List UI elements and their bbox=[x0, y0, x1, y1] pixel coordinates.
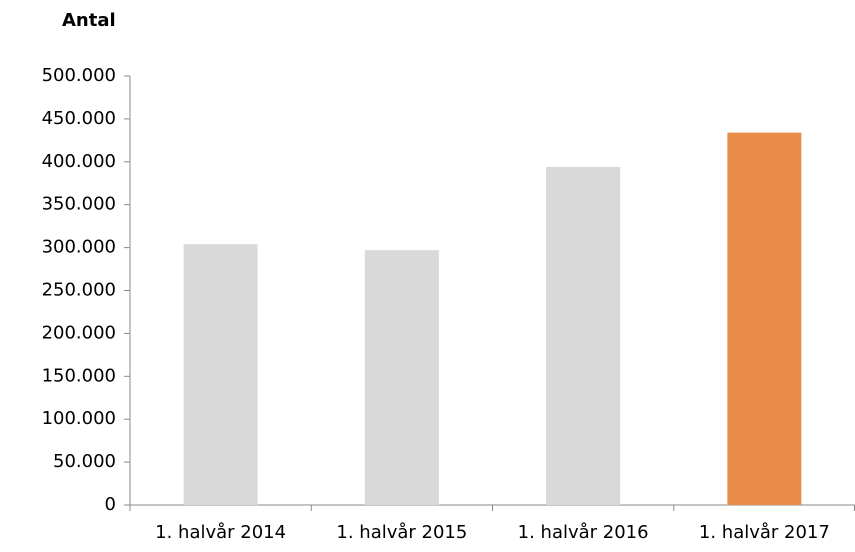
y-tick-label: 500.000 bbox=[42, 65, 116, 86]
y-tick-label: 350.000 bbox=[42, 194, 116, 215]
x-tick-label: 1. halvår 2014 bbox=[155, 522, 286, 543]
y-tick-label: 450.000 bbox=[42, 108, 116, 129]
x-tick-label: 1. halvår 2016 bbox=[518, 522, 649, 543]
y-tick-label: 300.000 bbox=[42, 237, 116, 258]
y-tick-label: 50.000 bbox=[53, 451, 116, 472]
x-tick-label: 1. halvår 2015 bbox=[336, 522, 467, 543]
y-tick-label: 0 bbox=[105, 494, 116, 515]
y-tick-label: 100.000 bbox=[42, 408, 116, 429]
bar bbox=[183, 244, 258, 505]
y-tick-label: 200.000 bbox=[42, 322, 116, 343]
bar bbox=[364, 250, 439, 505]
chart-title: Antal bbox=[62, 10, 116, 31]
x-tick-label: 1. halvår 2017 bbox=[699, 522, 830, 543]
y-tick-label: 150.000 bbox=[42, 365, 116, 386]
y-tick-label: 250.000 bbox=[42, 280, 116, 301]
bar bbox=[727, 132, 802, 506]
bar bbox=[546, 166, 621, 505]
y-tick-label: 400.000 bbox=[42, 151, 116, 172]
